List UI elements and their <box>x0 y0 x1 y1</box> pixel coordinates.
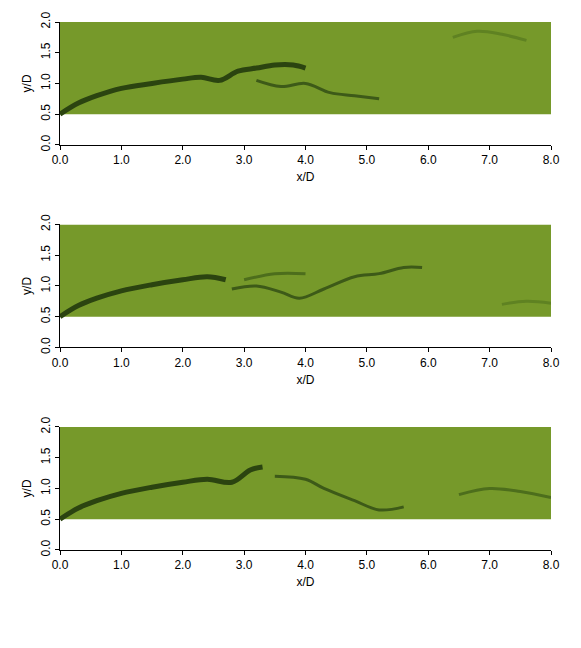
svg-text:5.0: 5.0 <box>359 558 376 572</box>
svg-text:0.0: 0.0 <box>52 558 69 572</box>
svg-text:0.0: 0.0 <box>52 356 69 370</box>
svg-text:0.0: 0.0 <box>39 134 53 151</box>
svg-text:0.5: 0.5 <box>39 509 53 526</box>
svg-text:4.0: 4.0 <box>297 558 314 572</box>
svg-text:7.0: 7.0 <box>481 356 498 370</box>
svg-text:1.0: 1.0 <box>113 356 130 370</box>
svg-text:0.0: 0.0 <box>39 539 53 556</box>
svg-text:x/D: x/D <box>297 170 315 184</box>
svg-text:y/D: y/D <box>21 74 35 92</box>
svg-text:8.0: 8.0 <box>543 356 560 370</box>
svg-text:2.0: 2.0 <box>174 356 191 370</box>
svg-text:8.0: 8.0 <box>543 558 560 572</box>
svg-text:1.0: 1.0 <box>113 558 130 572</box>
svg-text:3.0: 3.0 <box>236 356 253 370</box>
svg-text:x/D: x/D <box>297 373 315 387</box>
svg-text:6.0: 6.0 <box>420 153 437 167</box>
svg-text:3.0: 3.0 <box>236 558 253 572</box>
svg-text:8.0: 8.0 <box>543 153 560 167</box>
svg-text:6.0: 6.0 <box>420 356 437 370</box>
svg-text:2.0: 2.0 <box>174 153 191 167</box>
svg-text:0.5: 0.5 <box>39 306 53 323</box>
svg-text:2.0: 2.0 <box>39 417 53 434</box>
svg-text:7.0: 7.0 <box>481 558 498 572</box>
svg-text:1.0: 1.0 <box>39 73 53 90</box>
svg-text:2.0: 2.0 <box>39 214 53 231</box>
svg-text:x/D: x/D <box>297 575 315 589</box>
svg-text:1.0: 1.0 <box>113 153 130 167</box>
svg-text:1.0: 1.0 <box>39 275 53 292</box>
svg-text:1.5: 1.5 <box>39 42 53 59</box>
svg-text:7.0: 7.0 <box>481 153 498 167</box>
svg-text:3.0: 3.0 <box>236 153 253 167</box>
svg-text:0.0: 0.0 <box>52 153 69 167</box>
svg-text:1.5: 1.5 <box>39 447 53 464</box>
svg-text:y/D: y/D <box>21 277 35 295</box>
svg-text:2.0: 2.0 <box>174 558 191 572</box>
svg-text:1.0: 1.0 <box>39 478 53 495</box>
svg-text:6.0: 6.0 <box>420 558 437 572</box>
svg-text:5.0: 5.0 <box>359 356 376 370</box>
svg-text:2.0: 2.0 <box>39 12 53 29</box>
svg-text:y/D: y/D <box>21 479 35 497</box>
svg-text:5.0: 5.0 <box>359 153 376 167</box>
svg-text:4.0: 4.0 <box>297 356 314 370</box>
svg-text:0.0: 0.0 <box>39 337 53 354</box>
svg-text:1.5: 1.5 <box>39 245 53 262</box>
svg-text:4.0: 4.0 <box>297 153 314 167</box>
svg-text:0.5: 0.5 <box>39 104 53 121</box>
